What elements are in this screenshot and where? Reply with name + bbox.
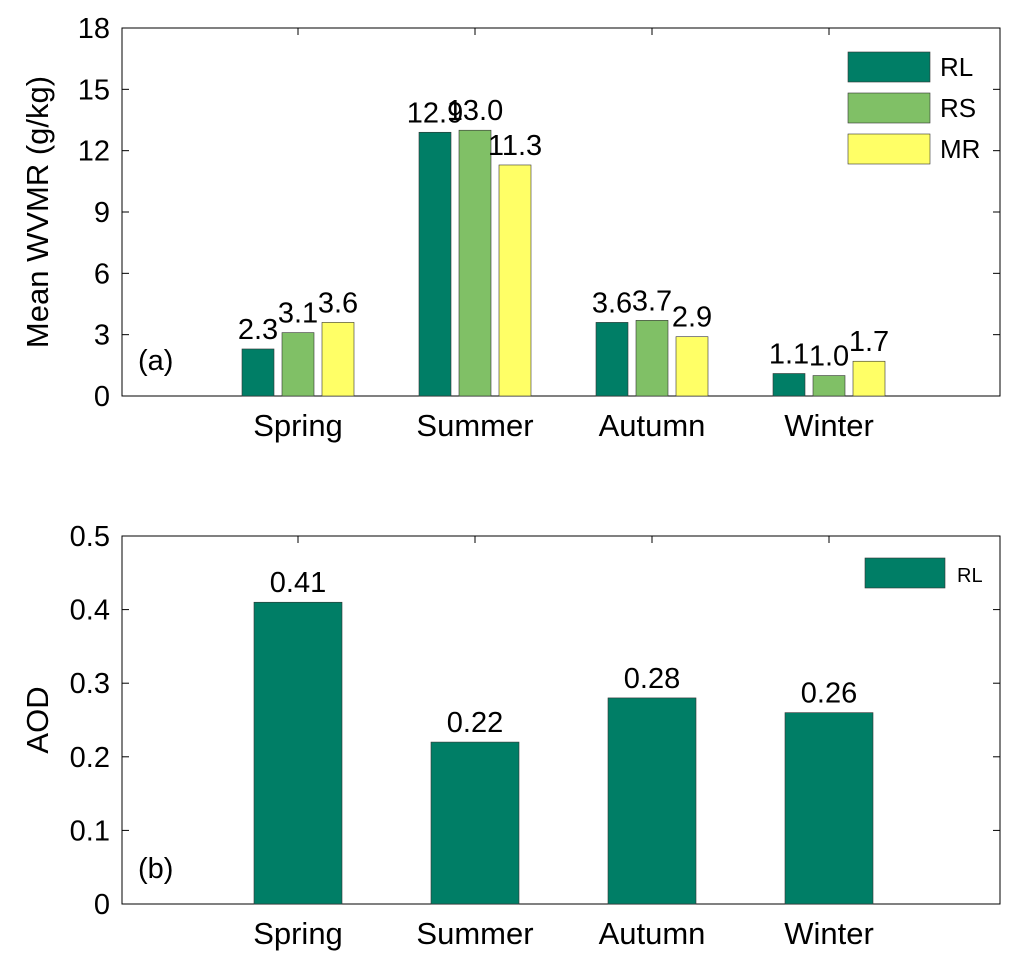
y-tick-label: 0.3 <box>70 668 110 700</box>
bar-value-label: 1.0 <box>809 341 849 373</box>
bar-value-label: 1.7 <box>849 326 889 358</box>
bar-value-label: 0.22 <box>447 707 503 739</box>
bar-value-label: 0.28 <box>624 663 680 695</box>
y-axis-title: Mean WVMR (g/kg) <box>20 76 55 348</box>
y-tick-label: 0.5 <box>70 521 110 553</box>
y-axis-title: AOD <box>20 686 55 753</box>
bar-rl-autumn <box>607 697 697 905</box>
bar-value-label: 3.6 <box>318 287 358 319</box>
legend-label-mr: MR <box>940 134 980 164</box>
bar-value-label: 2.3 <box>238 314 278 346</box>
bar-value-label: 3.7 <box>632 285 672 317</box>
y-tick-label: 0.2 <box>70 742 110 774</box>
x-category-label: Autumn <box>599 916 706 951</box>
bar-rl-summer <box>430 741 520 905</box>
bar-rl-spring <box>253 601 343 905</box>
bar-value-label: 12.9 <box>407 97 463 129</box>
bar-rl-winter <box>784 712 874 905</box>
bar-mr-summer <box>498 164 532 397</box>
x-category-label: Winter <box>784 916 874 951</box>
x-category-label: Spring <box>253 916 343 951</box>
panel-b-aod-chart: 0 0.1 0.2 0.3 0.4 0.5 Spring Summer Autumn Winter… <box>20 521 1001 951</box>
plot-frame <box>121 535 1001 905</box>
y-tick-label: 0.1 <box>70 815 110 847</box>
legend-swatch-mr <box>847 133 931 165</box>
y-tick-label: 0 <box>94 381 110 413</box>
bar-rl-summer <box>418 131 452 397</box>
bar-value-label: 0.41 <box>270 567 326 599</box>
y-tick-label: 12 <box>78 136 110 168</box>
y-tick-label: 3 <box>94 320 110 352</box>
y-tick-label: 18 <box>78 13 110 45</box>
legend-label-rs: RS <box>940 93 976 123</box>
y-tick-label: 15 <box>78 74 110 106</box>
bar-value-label: 2.9 <box>672 302 712 334</box>
legend-swatch-rl <box>864 557 946 589</box>
legend-label-rl: RL <box>940 52 973 82</box>
bar-mr-autumn <box>675 336 709 397</box>
bar-mr-spring <box>321 322 355 397</box>
bar-rl-spring <box>241 348 275 397</box>
x-category-label: Summer <box>416 916 533 951</box>
x-category-label: Summer <box>416 408 533 443</box>
bar-mr-winter <box>852 360 886 397</box>
x-category-label: Autumn <box>599 408 706 443</box>
x-category-label: Winter <box>784 408 874 443</box>
panel-a-wvmr-chart: 0 3 6 9 12 15 18 Spring Summer Autumn Winter Mean W… <box>20 13 1001 443</box>
bar-value-label: 13.0 <box>447 95 503 127</box>
y-tick-label: 6 <box>94 258 110 290</box>
bar-rl-autumn <box>595 322 629 397</box>
bar-value-label: 1.1 <box>769 339 809 371</box>
bar-value-label: 0.26 <box>801 678 857 710</box>
bar-rs-autumn <box>635 320 669 397</box>
y-tick-label: 0.4 <box>70 595 110 627</box>
bar-value-label: 3.6 <box>592 287 632 319</box>
legend-swatch-rs <box>847 92 931 124</box>
bar-rl-winter <box>772 373 806 397</box>
legend-label-rl: RL <box>957 565 983 587</box>
y-tick-label: 0 <box>94 889 110 921</box>
panel-label: (a) <box>138 345 173 377</box>
bar-rs-summer <box>458 129 492 397</box>
y-tick-label: 9 <box>94 197 110 229</box>
bar-value-label: 3.1 <box>278 298 318 330</box>
panel-label: (b) <box>138 853 173 885</box>
legend-swatch-rl <box>847 51 931 83</box>
bar-rs-spring <box>281 332 315 397</box>
bar-rs-winter <box>812 375 846 397</box>
x-category-label: Spring <box>253 408 343 443</box>
bar-value-label: 11.3 <box>488 130 542 162</box>
